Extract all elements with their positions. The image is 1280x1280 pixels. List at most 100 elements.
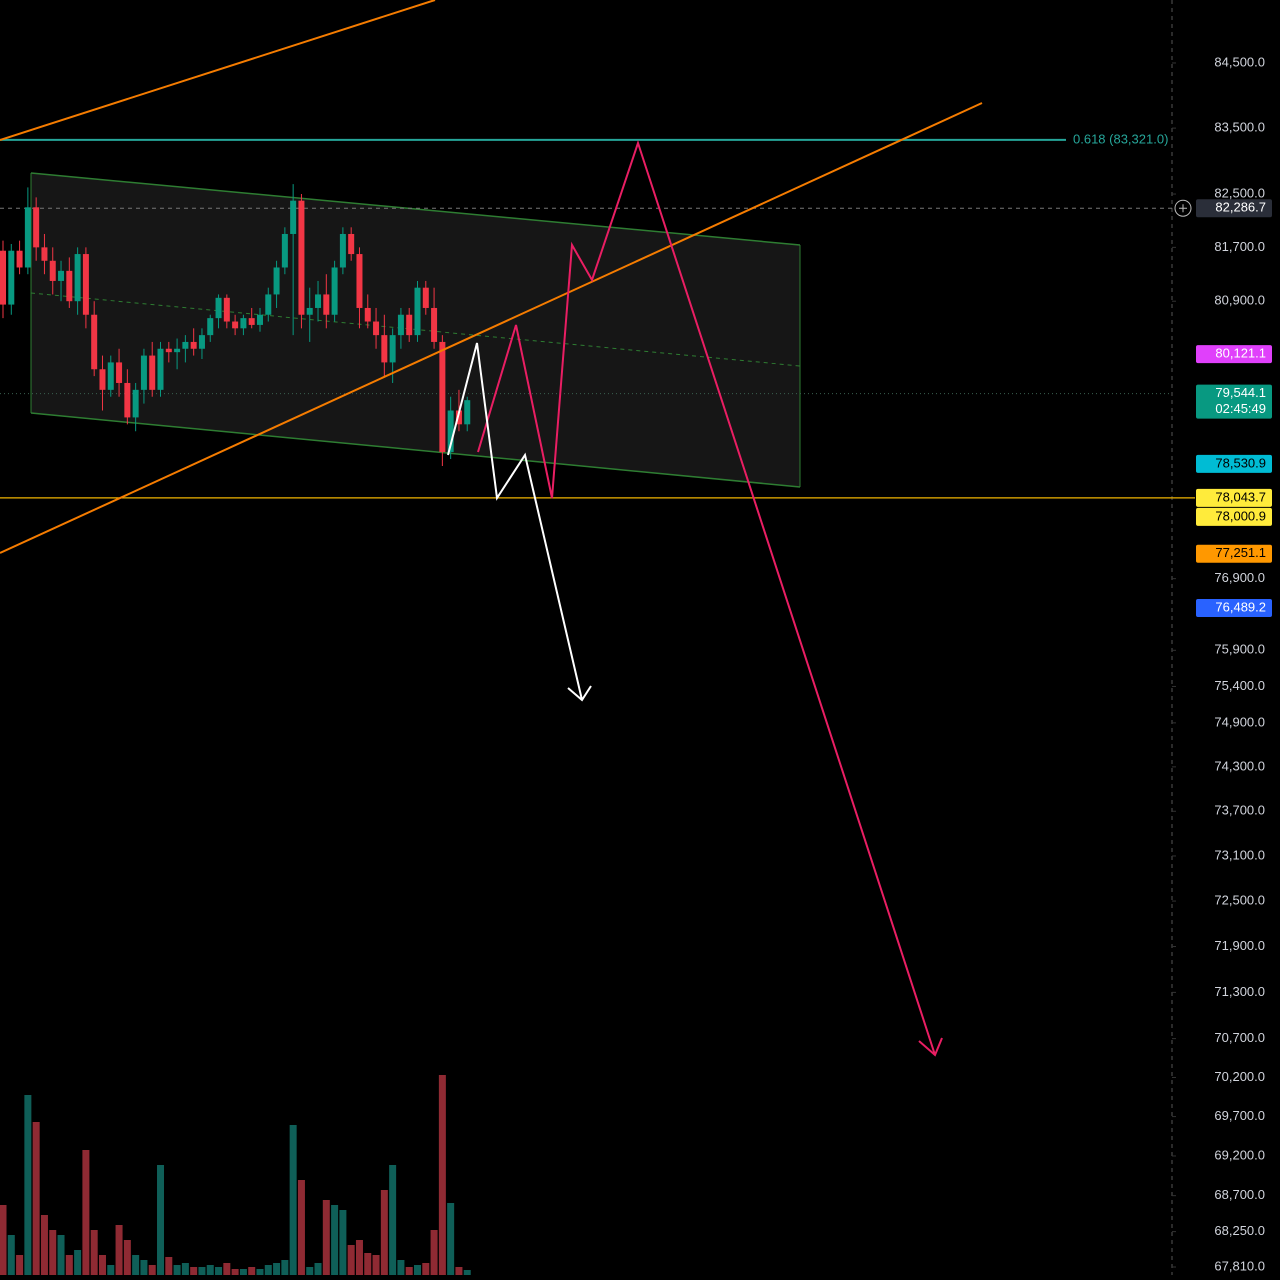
price-tag <box>1196 454 1272 473</box>
candle-body <box>24 207 31 268</box>
y-tick-label: 84,500.0 <box>1214 54 1265 69</box>
candle-body <box>182 341 189 349</box>
volume-bar <box>430 1230 438 1275</box>
candle-body <box>373 321 380 336</box>
y-tick-label: 74,900.0 <box>1214 714 1265 729</box>
volume-bar <box>123 1240 131 1275</box>
price-tag <box>1196 598 1272 617</box>
candle-body <box>74 254 81 302</box>
volume-bar <box>57 1235 65 1275</box>
volume-bar <box>306 1267 314 1275</box>
price-tag <box>1196 384 1272 419</box>
y-tick-label: 80,900.0 <box>1214 293 1265 308</box>
volume-bar <box>190 1267 198 1275</box>
plus-icon <box>1179 204 1187 213</box>
candle-body <box>281 233 288 268</box>
price-tag-label: 79,544.1 <box>1215 385 1266 400</box>
volume-bar <box>74 1250 82 1275</box>
volume-bar <box>173 1265 181 1275</box>
candle-body <box>265 294 272 315</box>
price-tag-label: 80,121.1 <box>1215 346 1266 361</box>
y-tick-label: 83,500.0 <box>1214 120 1265 135</box>
y-tick-label: 70,700.0 <box>1214 1030 1265 1045</box>
candle-body <box>58 270 65 281</box>
fib-label: 0.618 (83,321.0) <box>1073 131 1168 146</box>
volume-bar <box>438 1075 446 1275</box>
candle-body <box>397 314 404 336</box>
y-tick-label: 68,700.0 <box>1214 1187 1265 1202</box>
volume-bar <box>314 1263 322 1275</box>
volume-bar <box>389 1165 397 1275</box>
volume-bar <box>331 1205 339 1275</box>
volume-bar <box>231 1269 239 1275</box>
price-tag-label: 78,000.9 <box>1215 508 1266 523</box>
volume-bar <box>107 1265 115 1275</box>
candle-body <box>223 297 230 322</box>
volume-bar <box>455 1267 463 1275</box>
candle-body <box>165 348 172 353</box>
candle-body <box>0 250 6 305</box>
candle-body <box>339 233 346 268</box>
volume-bar <box>264 1265 272 1275</box>
y-tick-label: 72,500.0 <box>1214 893 1265 908</box>
candle-body <box>198 335 205 349</box>
y-tick-label: 69,200.0 <box>1214 1147 1265 1162</box>
volume-bar <box>90 1230 98 1275</box>
candle-body <box>33 207 40 248</box>
candle-body <box>248 318 255 325</box>
volume-bar <box>132 1255 140 1275</box>
volume-bar <box>115 1225 123 1275</box>
candle-body <box>348 233 355 255</box>
projection-path <box>447 342 583 701</box>
volume-bar <box>380 1190 388 1275</box>
y-tick-label: 67,810.0 <box>1214 1258 1265 1273</box>
volume-bar <box>165 1257 173 1275</box>
volume-bar <box>372 1255 380 1275</box>
y-tick-label: 82,500.0 <box>1214 185 1265 200</box>
price-tag <box>1196 199 1272 218</box>
candle-body <box>439 341 446 453</box>
candle-body <box>298 200 305 315</box>
data-layer: 0.618 (83,321.0) <box>0 131 1195 1275</box>
candle-body <box>455 410 462 425</box>
candle-body <box>431 307 438 342</box>
candle-body <box>414 287 421 336</box>
price-tag-label: 78,530.9 <box>1215 455 1266 470</box>
price-tag-label: 78,043.7 <box>1215 489 1266 504</box>
candle-body <box>82 254 89 315</box>
volume-bar <box>273 1263 281 1275</box>
candle-body <box>273 267 280 295</box>
candle-body <box>306 307 313 315</box>
candle-body <box>290 200 297 234</box>
candle-body <box>381 335 388 363</box>
candle-body <box>132 389 139 418</box>
volume-bar <box>32 1122 40 1275</box>
arrow-head <box>918 1037 943 1057</box>
candle-body <box>323 294 330 315</box>
volume-bar <box>339 1210 347 1275</box>
volume-bar <box>422 1263 430 1275</box>
candle-body <box>406 314 413 336</box>
volume-bar <box>355 1240 363 1275</box>
y-tick-label: 68,250.0 <box>1214 1223 1265 1238</box>
crosshair-add-button <box>1174 199 1192 217</box>
volume-bar <box>463 1270 471 1275</box>
volume-bar <box>281 1260 289 1275</box>
volume-bar <box>322 1200 330 1275</box>
y-tick-label: 76,900.0 <box>1214 570 1265 585</box>
price-tag <box>1196 345 1272 364</box>
y-tick-label: 69,700.0 <box>1214 1108 1265 1123</box>
candle-body <box>315 294 322 308</box>
candle-body <box>91 314 98 370</box>
trendline <box>0 102 983 554</box>
channel-bottom <box>30 412 801 488</box>
volume-bar <box>16 1255 24 1275</box>
price-tag-label: 82,286.7 <box>1215 200 1266 215</box>
candle-body <box>157 348 164 390</box>
volume-bar <box>447 1203 455 1275</box>
y-tick-label: 73,700.0 <box>1214 803 1265 818</box>
y-tick-label: 73,100.0 <box>1214 847 1265 862</box>
price-tag-label: 76,489.2 <box>1215 599 1266 614</box>
